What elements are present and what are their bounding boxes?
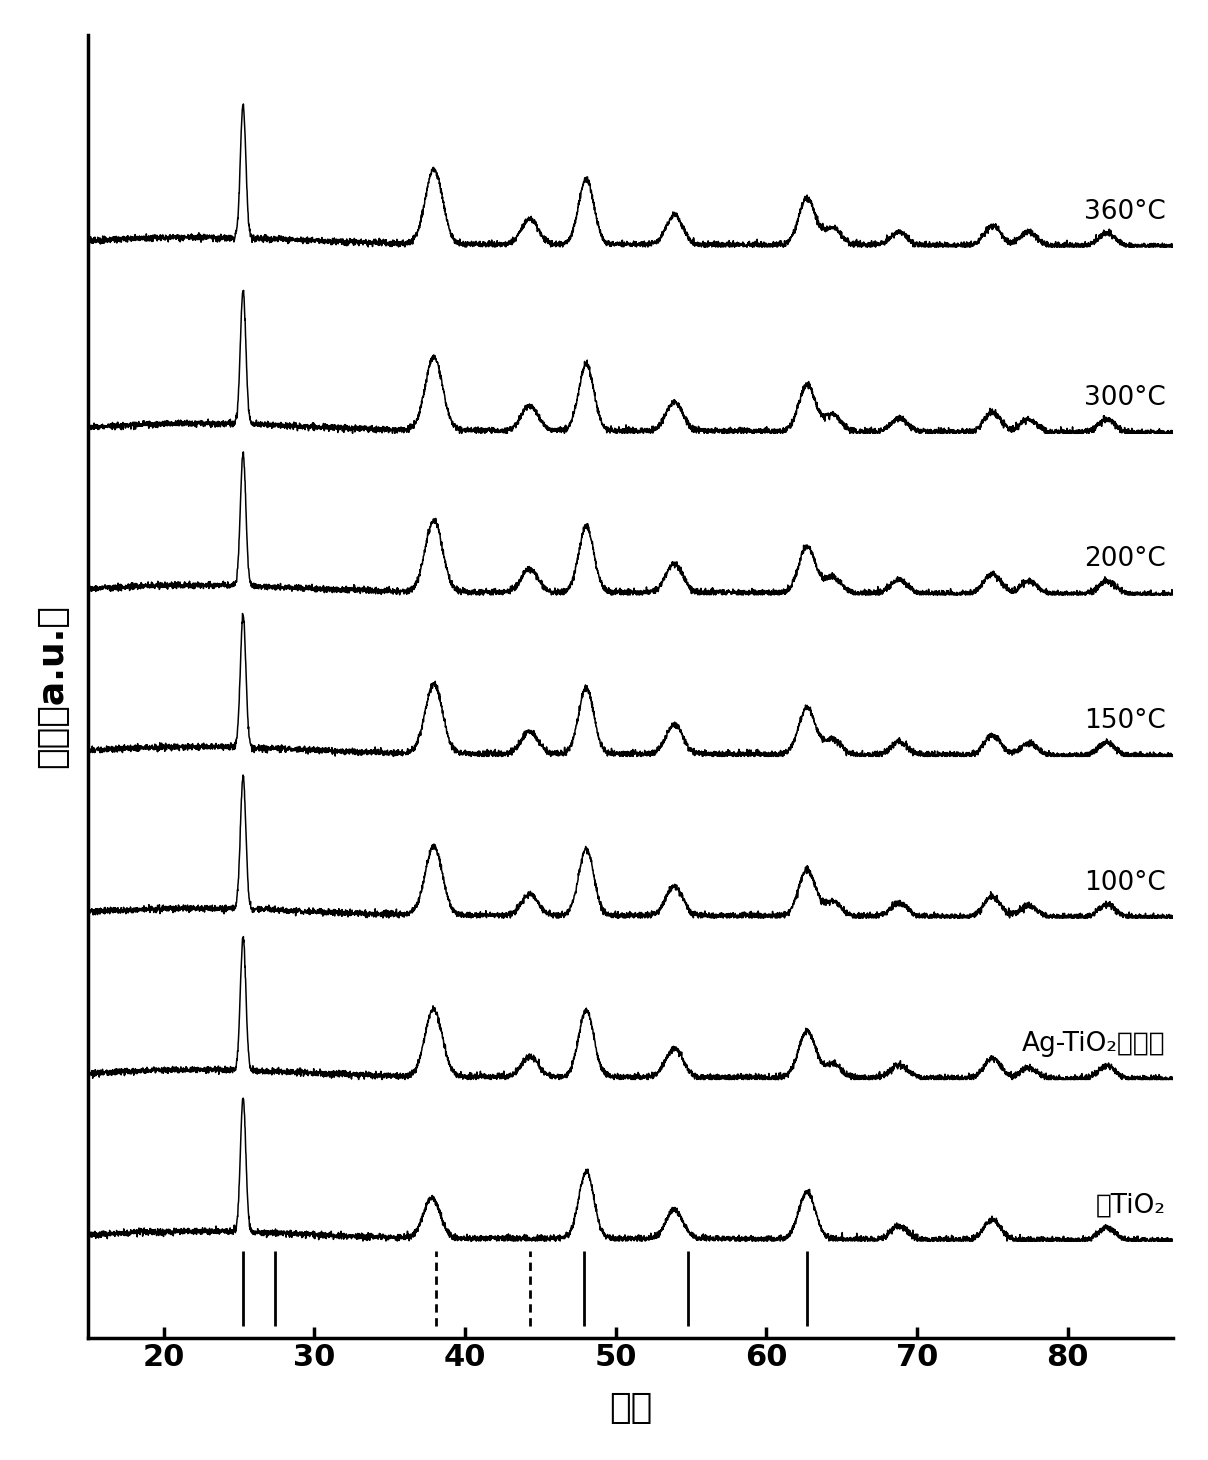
Text: 200°C: 200°C: [1084, 546, 1166, 572]
Text: 360°C: 360°C: [1084, 199, 1166, 225]
Text: 100°C: 100°C: [1084, 870, 1166, 895]
X-axis label: 角度: 角度: [609, 1391, 652, 1425]
Text: 300°C: 300°C: [1084, 385, 1166, 410]
Text: Ag-TiO₂未退火: Ag-TiO₂未退火: [1022, 1031, 1166, 1057]
Text: 纯TiO₂: 纯TiO₂: [1096, 1193, 1166, 1219]
Y-axis label: 强度（a.u.）: 强度（a.u.）: [35, 604, 69, 768]
Text: 150°C: 150°C: [1084, 708, 1166, 734]
